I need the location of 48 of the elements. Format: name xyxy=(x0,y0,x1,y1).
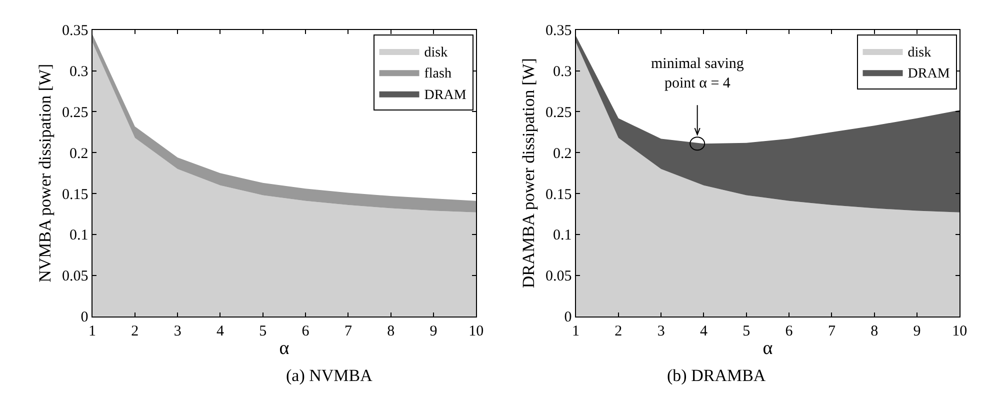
y-tick-label: 0.05 xyxy=(546,268,572,285)
y-tick-label: 0.2 xyxy=(553,146,572,162)
text: (a) NVMBA xyxy=(286,366,374,385)
x-tick-label: 1 xyxy=(572,323,580,340)
y-tick-label: 0.3 xyxy=(553,64,572,80)
x-tick-label: 4 xyxy=(216,323,224,340)
x-tick-label: 5 xyxy=(259,323,267,340)
y-tick-label: 0.05 xyxy=(62,268,88,285)
x-tick-label: 5 xyxy=(742,323,750,340)
x-tick-label: 4 xyxy=(700,323,708,340)
x-axis-title: α xyxy=(279,338,290,360)
y-tick-label: 0 xyxy=(80,310,88,326)
y-tick-label: 0.35 xyxy=(62,23,88,40)
x-tick-label: 9 xyxy=(430,323,438,340)
x-tick-label: 10 xyxy=(952,323,968,340)
x-tick-label: 7 xyxy=(344,323,352,340)
legend-label: flash xyxy=(424,66,452,82)
x-tick-label: 3 xyxy=(657,323,665,340)
x-axis-title: α xyxy=(762,338,773,360)
x-tick-label: 6 xyxy=(302,323,310,340)
x-tick-label: 3 xyxy=(174,323,182,340)
x-tick-label: 2 xyxy=(131,323,139,340)
x-tick-label: 7 xyxy=(828,323,836,340)
y-tick-label: 0.1 xyxy=(553,228,572,244)
text: (b) DRAMBA xyxy=(667,366,766,385)
x-tick-label: 9 xyxy=(913,323,921,340)
x-tick-label: 1 xyxy=(88,323,96,340)
y-tick-label: 0.25 xyxy=(546,104,572,121)
y-tick-label: 0.35 xyxy=(546,23,572,40)
x-tick-label: 6 xyxy=(785,323,794,340)
x-tick-label: 10 xyxy=(468,323,484,340)
y-axis-title: DRAMBA power dissipation [W] xyxy=(519,58,538,288)
y-tick-label: 0.15 xyxy=(62,186,88,203)
x-tick-label: 2 xyxy=(614,323,622,340)
y-tick-label: 0.25 xyxy=(62,104,88,121)
y-tick-label: 0 xyxy=(564,310,572,326)
legend-label: DRAM xyxy=(424,88,467,103)
y-tick-label: 0.2 xyxy=(70,146,88,162)
annotation: minimal saving point α = 4 xyxy=(651,56,744,92)
x-tick-label: 8 xyxy=(870,323,878,340)
legend-label: DRAM xyxy=(908,66,950,82)
legend-label: disk xyxy=(424,45,448,60)
y-tick-label: 0.15 xyxy=(546,186,572,203)
y-tick-label: 0.1 xyxy=(70,228,88,244)
x-tick-label: 8 xyxy=(387,323,395,340)
y-axis-title: NVMBA power dissipation [W] xyxy=(36,64,55,282)
legend-label: disk xyxy=(908,45,932,60)
y-tick-label: 0.3 xyxy=(70,64,88,80)
